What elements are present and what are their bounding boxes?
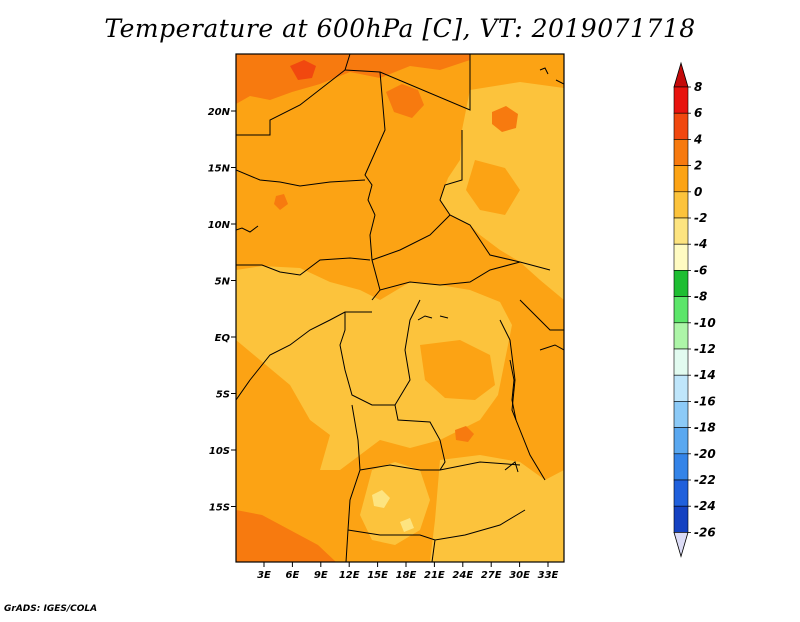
boundary-line — [236, 225, 259, 233]
lake-outline — [504, 461, 519, 473]
lon-tick-label: 12E — [339, 570, 360, 581]
temperature-field — [236, 54, 564, 562]
field-4-to-6-small — [455, 426, 474, 442]
colorbar-label: 2 — [694, 159, 702, 173]
colorbar-label: 4 — [693, 132, 702, 146]
lon-tick-label: 30E — [509, 570, 530, 581]
field-4-to-6-southwest — [236, 510, 336, 562]
colorbar-segment — [673, 479, 689, 507]
colorbar-label: -22 — [694, 473, 716, 487]
boundary-line — [431, 539, 436, 562]
colorbar-segment — [673, 296, 689, 324]
boundaries — [236, 54, 564, 562]
lat-tick-label: 15S — [209, 503, 230, 514]
map-title: Temperature at 600hPa [C], VT: 201907171… — [104, 14, 696, 43]
colorbar-label: 6 — [694, 106, 702, 120]
lake-outline — [509, 359, 517, 421]
lon-tick-label: 18E — [396, 570, 417, 581]
colorbar-label: -10 — [694, 316, 716, 330]
lake-outline — [417, 315, 433, 321]
colorbar-segment — [673, 322, 689, 350]
longitude-axis: 3E 6E 9E 12E 15E 18E 21E 24E 27E 30E 33E — [257, 562, 559, 581]
lat-tick-label: EQ — [215, 333, 231, 344]
colorbar-segment — [673, 453, 689, 481]
boundary-line — [339, 312, 446, 471]
field-minus2-to-0-patch-b — [400, 518, 414, 532]
colorbar-label: -26 — [694, 525, 716, 539]
colorbar-label: 0 — [694, 185, 702, 199]
boundary-line — [519, 299, 564, 331]
colorbar-label: -18 — [694, 421, 716, 435]
lat-tick-label: 20N — [208, 107, 231, 118]
colorbar-segment — [673, 505, 689, 533]
boundary-line — [379, 261, 521, 291]
field-6-to-8-north — [290, 60, 316, 80]
field-2-to-4-congo-blob — [420, 340, 495, 400]
colorbar-segment — [673, 374, 689, 402]
lon-tick-label: 15E — [367, 570, 388, 581]
boundary-line — [539, 344, 564, 351]
colorbar-segment — [673, 86, 689, 114]
colorbar-segment — [673, 243, 689, 271]
colorbar-segment — [673, 112, 689, 140]
boundary-line — [371, 214, 451, 261]
colorbar-label: -8 — [694, 290, 707, 304]
colorbar-label: 8 — [694, 80, 702, 94]
lat-tick-label: 10S — [209, 446, 230, 457]
lat-tick-label: 10N — [208, 220, 231, 231]
colorbar-segment — [673, 427, 689, 455]
lon-tick-label: 27E — [481, 570, 502, 581]
colorbar-segment — [673, 348, 689, 376]
lon-tick-label: 21E — [424, 570, 445, 581]
boundary-line — [345, 404, 361, 562]
credit-label: GrADS: IGES/COLA — [4, 604, 98, 614]
colorbar-label: -16 — [694, 394, 716, 408]
lon-tick-label: 3E — [257, 570, 271, 581]
boundary-line — [344, 54, 471, 111]
colorbar-segment — [673, 401, 689, 428]
field-4-to-6-small-west — [274, 194, 288, 210]
boundary-line — [499, 319, 546, 481]
boundary-line — [236, 311, 372, 401]
colorbar-bottom-arrow — [673, 532, 689, 558]
colorbar: 8 6 4 2 0 -2 -4 -6 -8 -10 -12 -14 -16 -18 -20 -22 -24 -26 — [673, 61, 716, 558]
colorbar-top-arrow — [673, 61, 689, 88]
field-4-to-6-north-blob — [386, 84, 424, 118]
boundary-line — [359, 461, 521, 471]
colorbar-label: -24 — [694, 499, 716, 513]
lon-tick-label: 24E — [452, 570, 473, 581]
coast-outline — [555, 79, 564, 85]
field-2-to-4-angola-band — [236, 340, 330, 510]
lat-tick-label: 5S — [216, 390, 230, 401]
lat-tick-label: 5N — [215, 277, 231, 288]
colorbar-segment — [673, 165, 689, 193]
colorbar-label: -20 — [694, 447, 716, 461]
boundary-line — [394, 299, 421, 406]
field-4-to-6-east-blob — [492, 106, 518, 132]
lat-tick-label: 15N — [208, 164, 231, 175]
lon-tick-label: 33E — [538, 570, 559, 581]
boundary-line — [236, 54, 351, 136]
colorbar-segment — [673, 191, 689, 219]
boundary-line — [236, 169, 366, 187]
boundary-line — [236, 257, 371, 276]
colorbar-segment — [673, 139, 689, 166]
lon-tick-label: 6E — [286, 570, 300, 581]
lake-outline — [439, 315, 449, 319]
colorbar-segment — [673, 217, 689, 245]
colorbar-label: -6 — [694, 263, 707, 277]
colorbar-label: -2 — [694, 211, 707, 225]
colorbar-label: -14 — [694, 368, 716, 382]
boundary-line — [364, 71, 386, 216]
field-minus2-to-0-patch-a — [372, 490, 390, 508]
map-frame — [235, 53, 565, 563]
latitude-axis: 20N 15N 10N 5N EQ 5S 10S 15S — [208, 107, 236, 514]
colorbar-label: -4 — [694, 237, 707, 251]
lon-tick-label: 9E — [314, 570, 328, 581]
colorbar-segment — [673, 270, 689, 297]
coast-outline — [539, 67, 549, 75]
field-2-to-4-east-blob — [466, 160, 520, 215]
colorbar-label: -12 — [694, 342, 716, 356]
